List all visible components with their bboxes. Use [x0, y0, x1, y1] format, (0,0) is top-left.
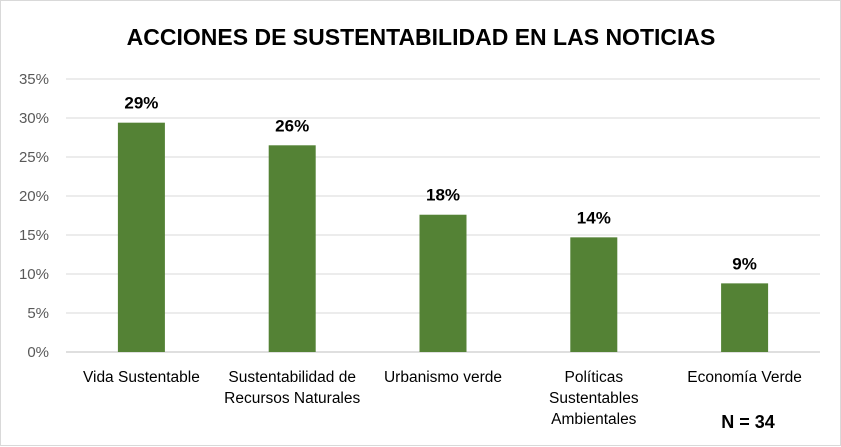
chart-title: ACCIONES DE SUSTENTABILIDAD EN LAS NOTIC…	[127, 24, 716, 50]
data-label: 29%	[124, 94, 158, 113]
bars	[117, 122, 769, 353]
y-tick-label: 0%	[27, 344, 49, 361]
y-axis-ticks: 0% 5% 10% 15% 20% 25% 30% 35%	[19, 71, 49, 361]
x-category-label: Políticas Sustentables Ambientales	[549, 369, 639, 428]
data-label: 9%	[732, 254, 757, 273]
data-label: 14%	[577, 208, 611, 227]
data-labels: 29% 26% 18% 14% 9%	[124, 94, 757, 274]
y-tick-label: 10%	[19, 266, 49, 283]
bar	[721, 283, 769, 352]
y-tick-label: 25%	[19, 149, 49, 166]
y-tick-label: 35%	[19, 71, 49, 88]
y-tick-label: 5%	[27, 305, 49, 322]
bar	[570, 237, 618, 352]
x-axis-categories: Vida Sustentable Sustentabilidad de Recurs…	[83, 369, 802, 428]
bar	[419, 214, 467, 352]
bar	[117, 122, 165, 353]
x-category-label: Urbanismo verde	[384, 369, 502, 386]
x-category-label: Economía Verde	[687, 369, 802, 386]
x-category-label: Vida Sustentable	[83, 369, 200, 386]
sample-size-note: N = 34	[721, 412, 775, 432]
y-tick-label: 15%	[19, 227, 49, 244]
bar	[268, 145, 316, 352]
y-tick-label: 20%	[19, 188, 49, 205]
x-category-label: Sustentabilidad de Recursos Naturales	[224, 369, 360, 407]
data-label: 18%	[426, 186, 460, 205]
data-label: 26%	[275, 116, 309, 135]
y-tick-label: 30%	[19, 110, 49, 127]
